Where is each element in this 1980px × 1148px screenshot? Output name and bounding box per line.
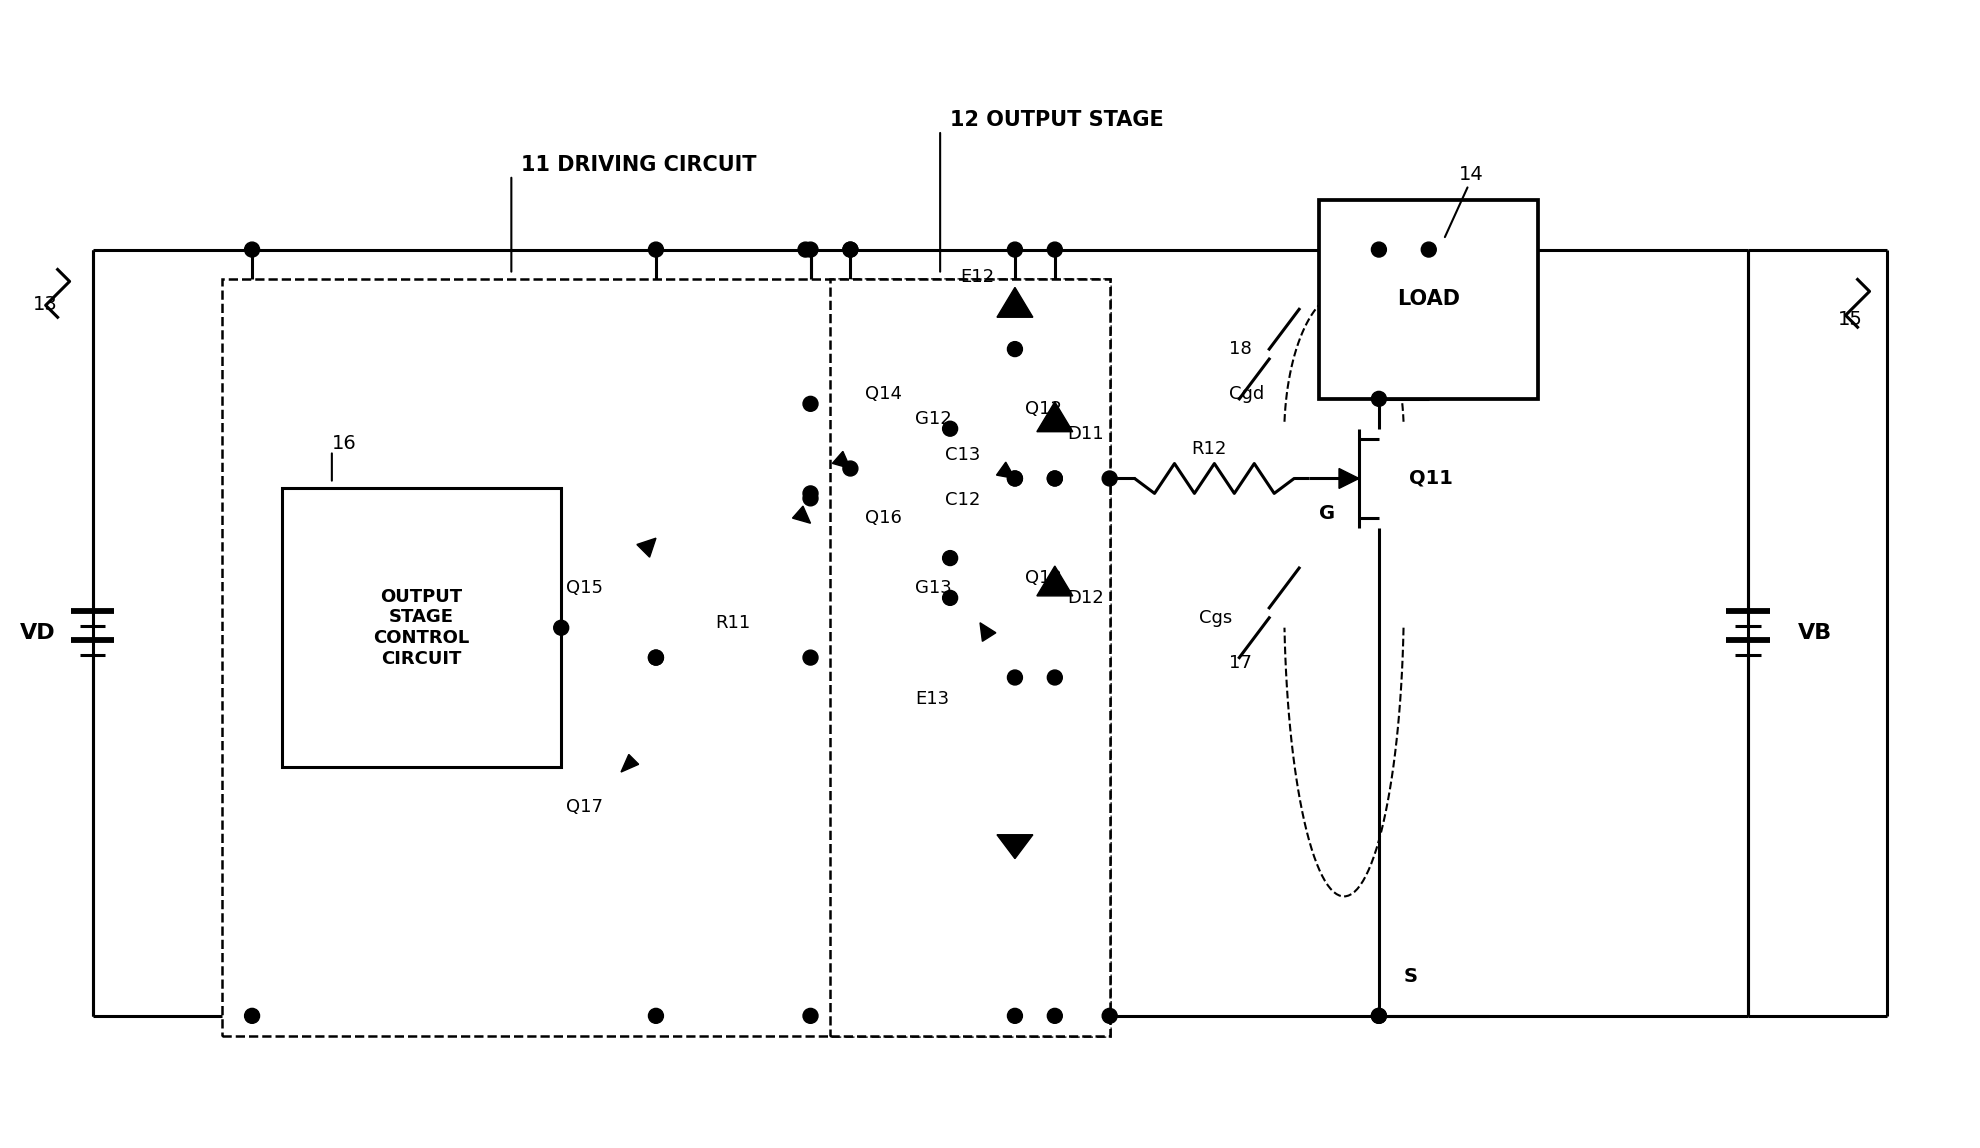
Text: G13: G13 (915, 579, 952, 597)
Polygon shape (620, 754, 638, 773)
Text: Q16: Q16 (865, 510, 901, 527)
Circle shape (842, 242, 857, 257)
Text: Cgd: Cgd (1230, 385, 1263, 403)
Text: 13: 13 (34, 295, 57, 313)
Text: C12: C12 (944, 491, 980, 510)
Circle shape (1047, 471, 1061, 486)
Bar (830, 279, 1109, 1035)
Bar (281, 488, 560, 767)
Circle shape (244, 1008, 259, 1023)
Circle shape (554, 620, 568, 635)
Text: C13: C13 (944, 445, 980, 464)
Polygon shape (996, 835, 1032, 859)
Polygon shape (996, 287, 1032, 317)
Text: 14: 14 (1457, 165, 1483, 185)
Circle shape (1008, 670, 1022, 685)
Text: Q13: Q13 (1024, 569, 1061, 587)
Circle shape (1370, 391, 1386, 406)
Text: 16: 16 (333, 434, 356, 453)
Circle shape (1101, 471, 1117, 486)
Circle shape (1008, 242, 1022, 257)
Text: G: G (1319, 504, 1335, 522)
Circle shape (1370, 242, 1386, 257)
Circle shape (942, 551, 956, 566)
Circle shape (1008, 342, 1022, 357)
Text: Q14: Q14 (865, 385, 903, 403)
Text: VB: VB (1796, 622, 1832, 643)
Text: VD: VD (20, 622, 55, 643)
Circle shape (1008, 471, 1022, 486)
Circle shape (1101, 1008, 1117, 1023)
Circle shape (1047, 1008, 1061, 1023)
Circle shape (842, 461, 857, 476)
Circle shape (1008, 471, 1022, 486)
Text: 17: 17 (1230, 653, 1251, 672)
Circle shape (802, 242, 818, 257)
Text: E13: E13 (915, 690, 948, 708)
Circle shape (244, 242, 259, 257)
Circle shape (647, 1008, 663, 1023)
Circle shape (1047, 242, 1061, 257)
Circle shape (647, 650, 663, 665)
Text: D11: D11 (1067, 425, 1103, 443)
Bar (222, 279, 1109, 1035)
Polygon shape (638, 538, 655, 557)
Text: D: D (1404, 280, 1420, 298)
Polygon shape (980, 622, 996, 642)
Circle shape (802, 491, 818, 506)
Text: OUTPUT
STAGE
CONTROL
CIRCUIT: OUTPUT STAGE CONTROL CIRCUIT (374, 588, 469, 668)
Text: E12: E12 (960, 269, 994, 287)
Text: Q12: Q12 (1024, 400, 1061, 418)
Circle shape (1370, 1008, 1386, 1023)
Circle shape (1008, 1008, 1022, 1023)
Circle shape (1420, 242, 1435, 257)
Circle shape (842, 242, 857, 257)
Circle shape (647, 650, 663, 665)
Circle shape (802, 1008, 818, 1023)
Polygon shape (996, 463, 1014, 479)
Circle shape (802, 650, 818, 665)
Text: R11: R11 (715, 614, 750, 631)
Text: 12 OUTPUT STAGE: 12 OUTPUT STAGE (950, 110, 1164, 130)
Circle shape (942, 590, 956, 605)
Circle shape (798, 242, 812, 257)
Bar (1319, 200, 1538, 398)
Circle shape (647, 242, 663, 257)
Text: S: S (1404, 967, 1418, 985)
Polygon shape (1338, 468, 1358, 488)
Polygon shape (1036, 566, 1073, 596)
Text: 11 DRIVING CIRCUIT: 11 DRIVING CIRCUIT (521, 155, 756, 174)
Text: G12: G12 (915, 410, 952, 428)
Circle shape (1047, 670, 1061, 685)
Polygon shape (832, 451, 849, 468)
Text: 18: 18 (1230, 340, 1251, 358)
Circle shape (802, 486, 818, 501)
Circle shape (1370, 1008, 1386, 1023)
Circle shape (1047, 471, 1061, 486)
Polygon shape (792, 506, 810, 523)
Text: R12: R12 (1192, 440, 1226, 458)
Text: LOAD: LOAD (1396, 289, 1459, 309)
Circle shape (802, 396, 818, 411)
Text: Q17: Q17 (566, 798, 602, 816)
Text: Cgs: Cgs (1198, 608, 1232, 627)
Text: Q11: Q11 (1408, 470, 1451, 488)
Polygon shape (1036, 402, 1073, 432)
Text: D12: D12 (1067, 589, 1103, 607)
Text: Q15: Q15 (566, 579, 602, 597)
Text: 15: 15 (1837, 310, 1861, 328)
Circle shape (942, 421, 956, 436)
